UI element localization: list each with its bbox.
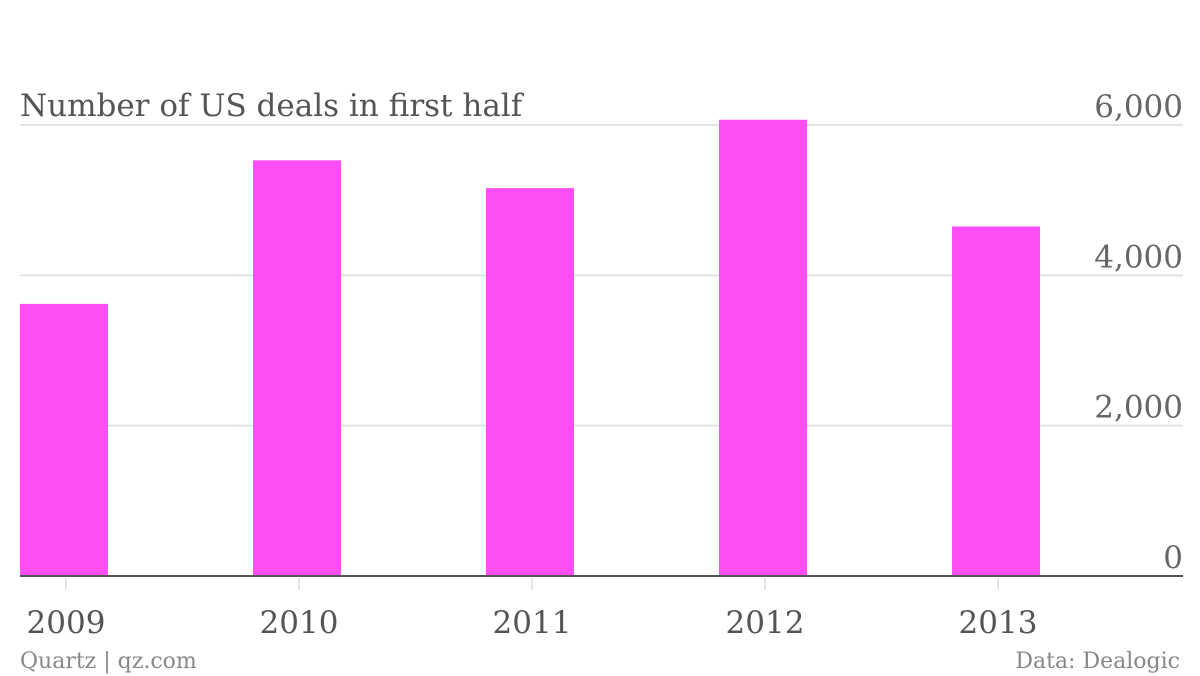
data-source: Data: Dealogic	[1015, 649, 1180, 674]
x-tick-label-2011: 2011	[493, 605, 572, 641]
y-tick-label: 0	[1163, 540, 1183, 576]
bar-2009	[20, 303, 108, 576]
x-tick-label-2012: 2012	[726, 605, 805, 641]
source-credit: Quartz | qz.com	[20, 649, 197, 674]
bar-2012	[719, 119, 807, 576]
bar-2013	[952, 226, 1040, 576]
bar-2011	[486, 188, 574, 576]
y-tick-label: 4,000	[1094, 239, 1183, 275]
y-tick-label: 6,000	[1094, 89, 1183, 125]
y-tick-label: 2,000	[1094, 390, 1183, 426]
bar-2010	[253, 160, 341, 576]
x-tick-label-2009: 2009	[27, 605, 106, 641]
x-tick-label-2010: 2010	[260, 605, 339, 641]
axes: 0 2,000 4,000 6,000 2009 2010 2011 2012 2013	[20, 89, 1183, 641]
x-tick-label-2013: 2013	[959, 605, 1038, 641]
chart-title: Number of US deals in first half	[20, 88, 525, 124]
bars	[20, 119, 1040, 576]
